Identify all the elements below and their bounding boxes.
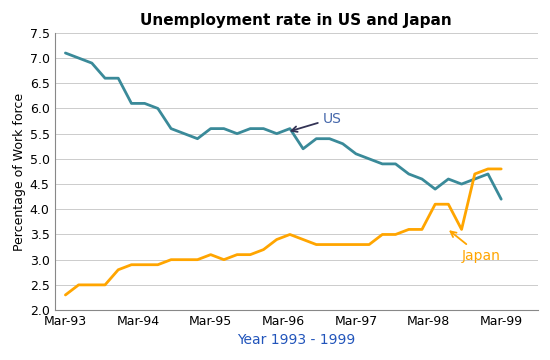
Text: Japan: Japan bbox=[450, 231, 500, 263]
Y-axis label: Percentage of Work force: Percentage of Work force bbox=[13, 93, 25, 251]
X-axis label: Year 1993 - 1999: Year 1993 - 1999 bbox=[237, 333, 355, 347]
Title: Unemployment rate in US and Japan: Unemployment rate in US and Japan bbox=[140, 13, 452, 27]
Text: US: US bbox=[292, 112, 342, 132]
